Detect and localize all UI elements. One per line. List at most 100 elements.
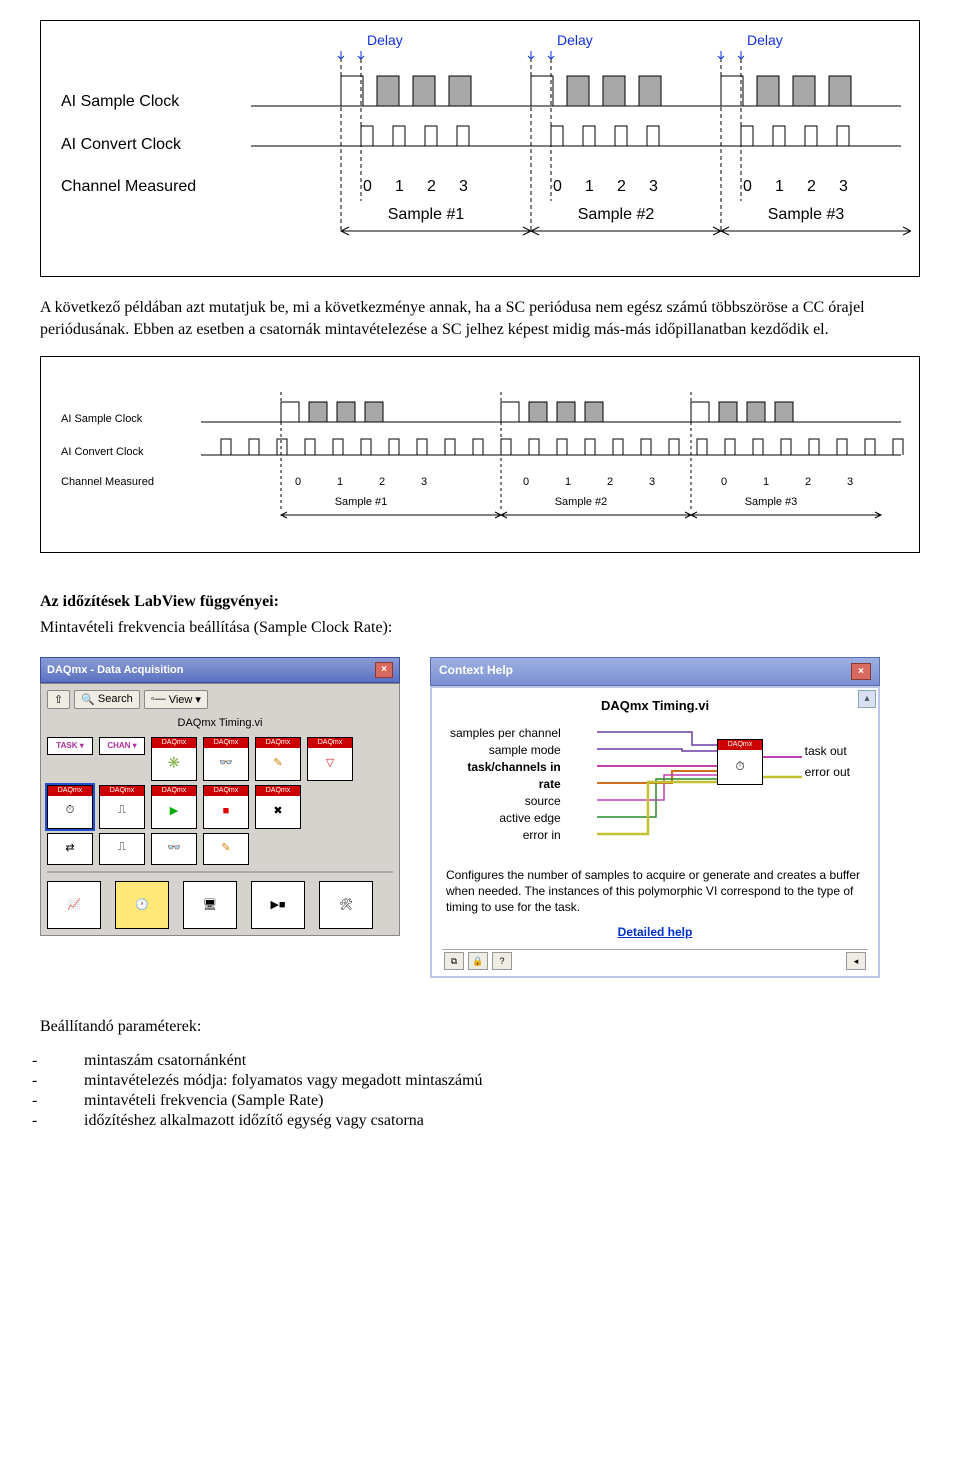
svg-text:1: 1 [775,178,784,195]
svg-text:0: 0 [553,178,562,195]
palette-up-button[interactable]: ⇧ [47,690,70,709]
label-channel-measured-2: Channel Measured [61,476,154,488]
palette-util-4[interactable]: ✎ [203,833,249,865]
search-label: Search [98,693,133,705]
params-list: mintaszám csatornánkéntmintavételezés mó… [60,1052,920,1130]
detailed-help-link[interactable]: Detailed help [442,925,868,939]
terminal-label-left: sample mode [450,742,561,759]
label-ai-sample: AI Sample Clock [61,93,180,110]
palette-subpalette-3[interactable]: 🖥 [183,881,237,929]
daqmx-timing-icon-selected[interactable]: DAQmx⏱ [47,785,93,829]
param-item: mintavételezés módja: folyamatos vagy me… [60,1072,920,1090]
param-item: időzítéshez alkalmazott időzítő egység v… [60,1112,920,1130]
svg-text:3: 3 [839,178,848,195]
palette-close-button[interactable]: × [375,662,393,678]
daq-label: DAQmx [256,738,300,748]
daqmx-icon-2[interactable]: DAQmx👓 [203,737,249,781]
daqmx-palette: DAQmx - Data Acquisition × ⇧ 🔍Search ◦—V… [40,657,400,936]
daqmx-icon-5[interactable]: DAQmx⎍ [99,785,145,829]
context-titlebar: Context Help × [430,657,880,686]
svg-text:0: 0 [721,476,727,488]
terminal-label-left: active edge [450,810,561,827]
palette-util-2[interactable]: ⎍ [99,833,145,865]
terminal-label-right: error out [805,762,850,783]
svg-text:3: 3 [459,178,468,195]
section-title: Az időzítések LabView függvényei: [40,593,920,611]
svg-text:1: 1 [585,178,594,195]
view-icon: ◦— [151,693,166,705]
svg-text:Sample #3: Sample #3 [745,496,798,508]
svg-text:2: 2 [807,178,816,195]
status-btn-2[interactable]: 🔒 [468,952,488,970]
daqmx-icon-7[interactable]: DAQmx■ [203,785,249,829]
palette-view-button[interactable]: ◦—View ▾ [144,690,208,709]
daq-label: DAQmx [152,786,196,796]
palette-subpalette-2[interactable]: 🕐 [115,881,169,929]
svg-text:2: 2 [379,476,385,488]
palette-subpalette-5[interactable]: 🛠 [319,881,373,929]
context-connector-diagram: samples per channelsample modetask/chann… [442,717,868,857]
label-ai-convert: AI Convert Clock [61,136,182,153]
terminal-label-right: task out [805,741,850,762]
svg-text:Delay: Delay [557,32,593,48]
status-btn-1[interactable]: ⧉ [444,952,464,970]
svg-text:1: 1 [565,476,571,488]
palette-util-1[interactable]: ⇄ [47,833,93,865]
daq-label: DAQmx [152,738,196,748]
timing-diagram-2-svg: AI Sample Clock AI Convert Clock Channel… [51,367,911,537]
daqmx-icon-4[interactable]: DAQmx▽ [307,737,353,781]
context-close-button[interactable]: × [851,663,871,680]
svg-text:0: 0 [743,178,752,195]
terminal-label-left: rate [450,776,561,793]
palette-subpalette-4[interactable]: ▶■ [251,881,305,929]
daq-label: DAQmx [204,738,248,748]
daq-label: DAQmx [256,786,300,796]
daq-label: DAQmx [204,786,248,796]
daqmx-icon-3[interactable]: DAQmx✎ [255,737,301,781]
context-left-labels: samples per channelsample modetask/chann… [450,725,561,844]
daq-label: DAQmx [100,786,144,796]
context-vi-title: DAQmx Timing.vi [442,698,868,713]
daqmx-icon-1[interactable]: DAQmx✳️ [151,737,197,781]
palette-subpalette-1[interactable]: 📈 [47,881,101,929]
svg-text:Sample #1: Sample #1 [388,206,465,223]
palette-search-button[interactable]: 🔍Search [74,690,140,709]
svg-text:Sample #3: Sample #3 [768,206,845,223]
context-vi-node: DAQmx ⏱ [717,739,763,785]
daq-label: DAQmx [718,740,762,750]
svg-text:2: 2 [607,476,613,488]
palette-caption: DAQmx Timing.vi [47,713,393,733]
svg-text:1: 1 [763,476,769,488]
section-subtitle: Mintavételi frekvencia beállítása (Sampl… [40,619,920,637]
daq-label: DAQmx [308,738,352,748]
scroll-up-button[interactable]: ▴ [858,690,876,708]
context-description: Configures the number of samples to acqu… [446,867,864,916]
label-ai-sample-2: AI Sample Clock [61,413,143,425]
label-ai-convert-2: AI Convert Clock [61,446,144,458]
search-icon: 🔍 [81,693,95,706]
palette-util-3[interactable]: 👓 [151,833,197,865]
svg-text:2: 2 [617,178,626,195]
svg-text:Sample #2: Sample #2 [578,206,655,223]
daqmx-icon-6[interactable]: DAQmx▶ [151,785,197,829]
context-statusbar: ⧉ 🔒 ? ◂ [442,949,868,972]
chan-constant-button[interactable]: CHAN ▾ [99,737,145,755]
svg-text:Sample #1: Sample #1 [335,496,388,508]
daqmx-icon-8[interactable]: DAQmx✖ [255,785,301,829]
status-btn-3[interactable]: ? [492,952,512,970]
svg-text:1: 1 [395,178,404,195]
svg-text:2: 2 [427,178,436,195]
task-constant-button[interactable]: TASK ▾ [47,737,93,755]
up-arrow-icon: ⇧ [54,693,63,706]
svg-text:1: 1 [337,476,343,488]
timing-diagram-2: AI Sample Clock AI Convert Clock Channel… [40,356,920,553]
scroll-left-button[interactable]: ◂ [846,952,866,970]
svg-text:0: 0 [295,476,301,488]
label-channel-measured: Channel Measured [61,178,196,195]
context-right-labels: task outerror out [805,741,850,783]
context-title-text: Context Help [439,663,513,680]
svg-text:0: 0 [523,476,529,488]
view-label: View ▾ [169,693,201,706]
timing-diagram-1-svg: AI Sample Clock AI Convert Clock Channel… [51,31,911,261]
svg-text:3: 3 [421,476,427,488]
